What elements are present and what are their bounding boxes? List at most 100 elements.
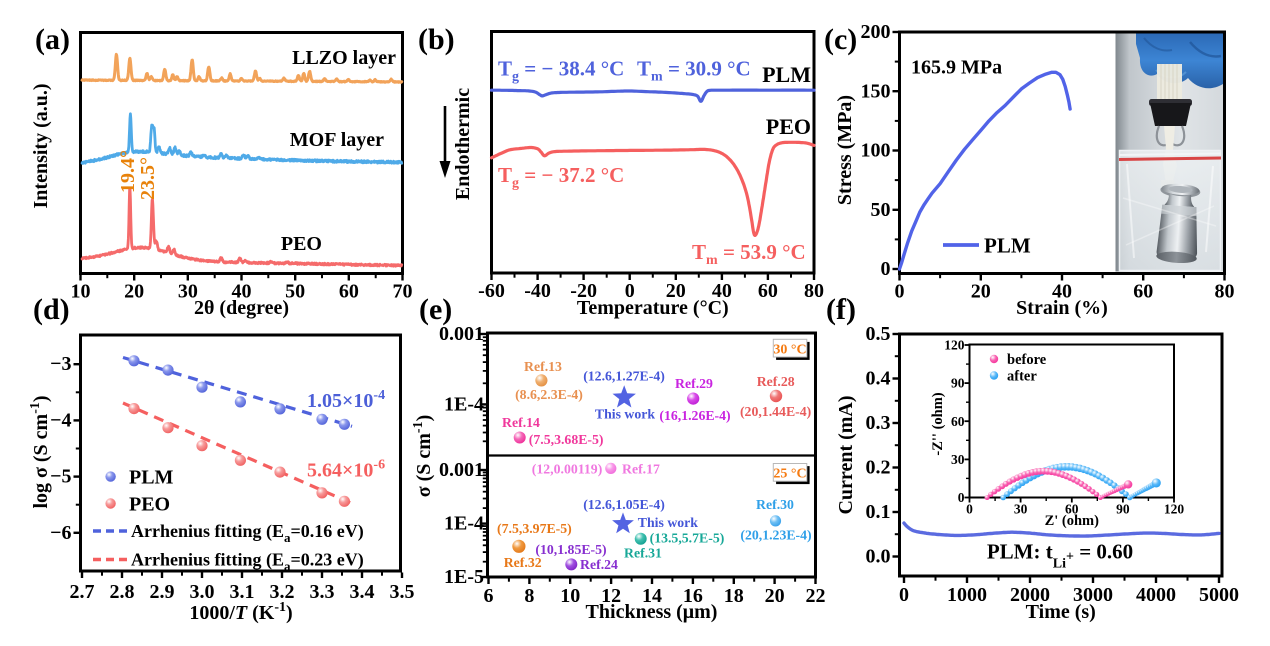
svg-text:18: 18 xyxy=(724,585,744,607)
svg-text:(e): (e) xyxy=(419,293,452,326)
svg-text:This work: This work xyxy=(638,515,699,530)
svg-text:This work: This work xyxy=(595,406,656,421)
svg-text:40: 40 xyxy=(712,280,732,302)
svg-text:200: 200 xyxy=(861,21,891,43)
svg-text:PEO: PEO xyxy=(281,233,322,255)
svg-text:(20,1.23E-4): (20,1.23E-4) xyxy=(740,528,811,544)
svg-text:40: 40 xyxy=(1052,281,1072,303)
svg-text:3.3: 3.3 xyxy=(310,581,335,603)
svg-text:10: 10 xyxy=(71,281,91,303)
svg-text:1E-4: 1E-4 xyxy=(444,393,484,415)
svg-text:150: 150 xyxy=(861,80,891,102)
svg-text:−6: −6 xyxy=(50,522,71,544)
svg-text:(12.6,1.27E-4): (12.6,1.27E-4) xyxy=(583,368,665,384)
svg-text:2.8: 2.8 xyxy=(110,581,135,603)
svg-text:Strain (%): Strain (%) xyxy=(1016,297,1108,319)
svg-text:(8.6,2.3E-4): (8.6,2.3E-4) xyxy=(515,387,583,403)
svg-text:Ref.28: Ref.28 xyxy=(757,374,795,389)
svg-text:PLM: PLM xyxy=(129,467,174,489)
svg-text:−3: −3 xyxy=(50,353,71,375)
svg-text:30: 30 xyxy=(1014,502,1028,517)
svg-text:−5: −5 xyxy=(50,466,71,488)
svg-text:16: 16 xyxy=(683,585,703,607)
svg-text:(b): (b) xyxy=(418,23,455,56)
svg-text:(12,0.00119): (12,0.00119) xyxy=(532,462,603,478)
svg-text:14: 14 xyxy=(642,585,662,607)
svg-text:(a): (a) xyxy=(35,23,70,56)
svg-text:60: 60 xyxy=(1133,281,1153,303)
svg-text:PLM: tLi+ = 0.60: PLM: tLi+ = 0.60 xyxy=(987,540,1133,572)
svg-text:PEO: PEO xyxy=(766,114,811,139)
svg-text:60: 60 xyxy=(951,414,965,429)
svg-text:70: 70 xyxy=(393,281,413,303)
svg-text:σ (S cm-1): σ (S cm-1) xyxy=(411,415,435,498)
svg-text:5000: 5000 xyxy=(1199,584,1239,606)
svg-text:1E-4: 1E-4 xyxy=(444,513,484,535)
svg-text:0.3: 0.3 xyxy=(866,412,891,434)
svg-text:Ref.17: Ref.17 xyxy=(622,462,660,477)
svg-text:0.4: 0.4 xyxy=(866,368,891,390)
svg-text:120: 120 xyxy=(1164,502,1185,517)
svg-text:10: 10 xyxy=(560,585,580,607)
svg-text:2.9: 2.9 xyxy=(150,581,175,603)
svg-text:40: 40 xyxy=(232,281,252,303)
svg-text:(20,1.44E-4): (20,1.44E-4) xyxy=(740,404,811,420)
svg-text:(f): (f) xyxy=(826,293,856,326)
svg-text:4000: 4000 xyxy=(1136,584,1176,606)
svg-text:Current (mA): Current (mA) xyxy=(835,395,857,514)
svg-text:PEO: PEO xyxy=(129,494,170,516)
svg-text:Ref.32: Ref.32 xyxy=(504,555,542,570)
svg-text:Ref.14: Ref.14 xyxy=(502,415,540,430)
svg-text:5.64×10-6: 5.64×10-6 xyxy=(307,458,385,482)
svg-text:19.4°: 19.4° xyxy=(117,150,139,193)
svg-text:23.5°: 23.5° xyxy=(137,157,159,200)
svg-text:(10,1.85E-5): (10,1.85E-5) xyxy=(535,542,606,558)
svg-text:0: 0 xyxy=(625,280,635,302)
svg-text:50: 50 xyxy=(871,199,891,221)
svg-text:−4: −4 xyxy=(50,409,71,431)
svg-text:Tm = 53.9 °C: Tm = 53.9 °C xyxy=(692,240,806,268)
svg-text:(d): (d) xyxy=(33,293,70,326)
svg-text:Z' (ohm): Z' (ohm) xyxy=(1045,513,1100,529)
svg-text:(13.5,5.7E-5): (13.5,5.7E-5) xyxy=(650,531,725,547)
svg-text:2.7: 2.7 xyxy=(70,581,95,603)
svg-text:60: 60 xyxy=(1065,502,1079,517)
svg-text:Ref.31: Ref.31 xyxy=(624,545,662,560)
svg-text:LLZO layer: LLZO layer xyxy=(292,47,396,69)
svg-text:120: 120 xyxy=(944,338,965,353)
svg-text:3.1: 3.1 xyxy=(230,581,255,603)
svg-text:20: 20 xyxy=(124,281,144,303)
svg-text:Intensity (a.u.): Intensity (a.u.) xyxy=(30,83,52,208)
svg-text:25 °C: 25 °C xyxy=(773,467,806,482)
svg-text:(16,1.26E-4): (16,1.26E-4) xyxy=(659,408,730,424)
svg-text:Ref.24: Ref.24 xyxy=(580,557,618,572)
svg-text:30: 30 xyxy=(951,452,965,467)
svg-text:Tg = − 37.2 °C: Tg = − 37.2 °C xyxy=(498,163,624,191)
svg-text:Temperature (°C): Temperature (°C) xyxy=(577,297,729,319)
svg-text:80: 80 xyxy=(804,280,824,302)
svg-text:(c): (c) xyxy=(824,23,857,56)
svg-text:80: 80 xyxy=(1215,281,1235,303)
svg-text:3.0: 3.0 xyxy=(190,581,215,603)
svg-text:(7.5,3.97E-5): (7.5,3.97E-5) xyxy=(497,521,572,537)
svg-text:after: after xyxy=(1007,369,1037,385)
svg-text:Stress (MPa): Stress (MPa) xyxy=(834,95,856,205)
svg-text:30: 30 xyxy=(178,281,198,303)
svg-text:0.5: 0.5 xyxy=(866,323,891,345)
svg-text:Thickness (μm): Thickness (μm) xyxy=(586,601,718,623)
svg-text:3.5: 3.5 xyxy=(390,581,415,603)
svg-text:3000: 3000 xyxy=(1073,584,1113,606)
svg-text:-Z'' (ohm): -Z'' (ohm) xyxy=(930,392,946,455)
svg-text:Ref.29: Ref.29 xyxy=(675,376,713,391)
svg-text:-60: -60 xyxy=(478,280,505,302)
svg-text:20: 20 xyxy=(971,281,991,303)
svg-text:MOF layer: MOF layer xyxy=(290,129,384,151)
svg-text:165.9 MPa: 165.9 MPa xyxy=(911,57,1002,79)
svg-text:1000: 1000 xyxy=(947,584,987,606)
svg-text:3.4: 3.4 xyxy=(350,581,375,603)
svg-text:30 °C: 30 °C xyxy=(773,343,806,358)
svg-text:Arrhenius fitting (Ea=0.16 eV): Arrhenius fitting (Ea=0.16 eV) xyxy=(131,521,364,545)
svg-text:PLM: PLM xyxy=(984,234,1031,258)
svg-text:2θ (degree): 2θ (degree) xyxy=(194,297,289,319)
svg-text:1E-5: 1E-5 xyxy=(444,566,484,588)
